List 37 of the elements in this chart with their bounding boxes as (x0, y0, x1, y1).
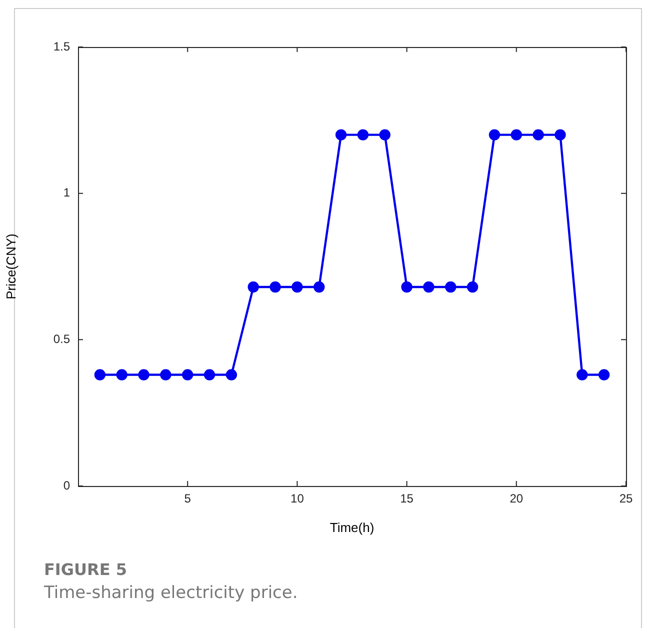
point (488, 129, 500, 140)
point (554, 129, 566, 140)
point (270, 281, 281, 293)
point (445, 281, 456, 293)
y-tick-label: 0.5 (53, 332, 70, 346)
y-tick-label: 0 (63, 478, 70, 492)
point (182, 369, 194, 380)
point (379, 129, 390, 140)
point (423, 281, 434, 293)
y-tick-label: 1.5 (53, 39, 70, 54)
x-tick-label: 25 (619, 492, 633, 506)
point (510, 129, 522, 140)
point (116, 369, 128, 380)
point (160, 369, 172, 380)
point (401, 281, 412, 293)
point (466, 281, 478, 293)
point (226, 369, 238, 380)
x-tick-label: 5 (184, 492, 192, 506)
text: Time-sharing electricity price. (44, 583, 298, 603)
x-tick-label: 15 (400, 492, 414, 506)
point (292, 281, 303, 293)
point (248, 281, 259, 293)
caption: FIGURE 5 (44, 560, 128, 579)
x-axis-title: Time(h) (330, 520, 374, 535)
point (204, 369, 216, 380)
x-tick-label: 20 (510, 492, 524, 506)
point (138, 369, 150, 380)
point (598, 369, 610, 380)
x-tick-label: 10 (290, 492, 304, 506)
point (314, 281, 325, 293)
point (94, 369, 106, 380)
point (532, 129, 544, 140)
point (335, 129, 347, 140)
y-tick-label: 1 (63, 186, 70, 200)
y-axis-title: Price(CNY) (3, 234, 18, 300)
point (357, 129, 369, 140)
point (576, 369, 588, 380)
